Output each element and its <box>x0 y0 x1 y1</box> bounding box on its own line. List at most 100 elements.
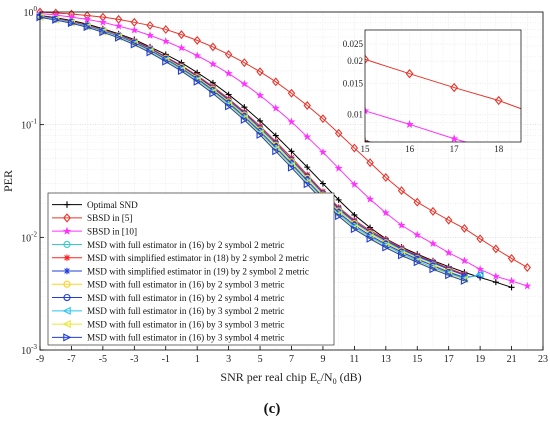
circle-marker <box>451 166 457 172</box>
series-line <box>39 12 528 287</box>
circle-marker <box>451 165 457 171</box>
x-tick-labels: -9 -7 -5 -3 -1 1 3 5 7 9 11 13 15 17 19 21 23 <box>36 346 548 365</box>
series-line <box>39 16 465 281</box>
inset-series-line <box>320 138 543 178</box>
series-2 <box>36 9 532 290</box>
diamond-marker <box>240 58 249 68</box>
asterisk-marker <box>257 124 264 131</box>
star-marker <box>491 272 500 280</box>
star-marker <box>130 25 139 34</box>
star-marker <box>208 59 217 68</box>
x-tick-label: 13 <box>381 354 391 365</box>
series-line <box>39 16 465 282</box>
star-marker <box>334 164 343 172</box>
asterisk-marker <box>496 169 502 175</box>
y-tick-label: 10-1 <box>21 118 37 132</box>
asterisk-marker <box>194 73 201 80</box>
diamond-marker <box>303 101 311 110</box>
star-marker <box>381 208 390 217</box>
diamond-marker <box>162 24 170 34</box>
legend-entry: MSD with simplified estimator in (19) by… <box>52 266 309 276</box>
legend: Optimal SND SBSD in [5] SBSD in [10] MSD wi… <box>47 192 335 346</box>
diamond-marker <box>350 143 359 153</box>
asterisk-marker <box>162 54 169 61</box>
legend-entry: Optimal SND <box>52 200 138 210</box>
inset-y-tick-label: 0.01 <box>347 110 363 120</box>
plus-marker <box>492 279 499 286</box>
circle-marker <box>407 156 413 162</box>
diamond-marker <box>523 263 531 272</box>
star-marker <box>449 134 459 142</box>
y-axis-label: PER <box>1 170 15 192</box>
legend-entry: MSD with full estimator in (16) by 2 sym… <box>52 293 285 303</box>
x-tick-label: 7 <box>289 354 294 365</box>
x-tick-label: 17 <box>444 354 454 365</box>
inset-series-8 <box>320 140 543 183</box>
x-tick-label: -1 <box>162 354 170 365</box>
asterisk-marker <box>461 272 468 279</box>
triangle-left-marker <box>62 306 71 315</box>
triangle-left-marker <box>406 160 412 166</box>
star-marker <box>413 230 422 239</box>
asterisk-marker <box>63 267 71 275</box>
triangle-right-marker <box>287 163 296 172</box>
x-tick-label: 5 <box>258 354 263 365</box>
star-marker <box>271 104 280 112</box>
legend-label: MSD with full estimator in (16) by 2 sym… <box>87 293 285 303</box>
plus-marker <box>351 211 358 218</box>
diamond-marker <box>397 186 406 196</box>
legend-entry: SBSD in [10] <box>52 226 137 236</box>
star-marker <box>146 31 155 39</box>
triangle-left-marker <box>130 40 138 48</box>
x-tick-label: 19 <box>475 354 485 365</box>
inset-series-6 <box>320 136 501 181</box>
circle-marker <box>407 155 413 161</box>
diamond-marker <box>193 35 201 45</box>
circle-marker <box>63 280 71 288</box>
triangle-left-marker <box>145 47 154 56</box>
triangle-right-marker <box>83 23 92 32</box>
zoom-inset: 15 16 17 18 0.025 0.02 0.015 0.01 <box>320 29 543 183</box>
y-tick-labels: 100 10-1 10-2 10-3 <box>21 5 44 357</box>
x-tick-label: 23 <box>538 354 548 365</box>
triangle-right-marker <box>429 265 438 274</box>
x-tick-label: -3 <box>130 354 138 365</box>
legend-entry: MSD with full estimator in (16) by 2 sym… <box>52 280 285 290</box>
star-marker <box>98 18 107 26</box>
triangle-right-marker <box>52 16 60 24</box>
diamond-marker <box>224 49 233 59</box>
star-marker <box>507 276 516 285</box>
triangle-left-marker <box>475 270 484 279</box>
plus-marker <box>272 132 279 139</box>
star-marker <box>62 226 72 235</box>
star-marker <box>224 69 233 77</box>
diamond-marker <box>209 42 217 52</box>
triangle-left-marker <box>451 169 457 175</box>
inset-series-1 <box>365 54 521 110</box>
star-marker <box>523 281 532 290</box>
asterisk-marker <box>382 237 389 244</box>
star-marker <box>83 15 92 23</box>
y-tick-label: 10-3 <box>21 343 37 357</box>
circle-marker <box>496 175 502 181</box>
legend-entry: MSD with full estimator in (16) by 3 sym… <box>52 333 285 343</box>
star-marker <box>161 37 170 45</box>
diamond-marker <box>450 82 459 93</box>
x-tick-label: 21 <box>507 354 517 365</box>
star-marker <box>365 106 370 115</box>
legend-label: MSD with full estimator in (16) by 2 sym… <box>87 280 285 290</box>
star-marker <box>177 43 186 52</box>
legend-label: MSD with simplified estimator in (18) by… <box>87 253 309 263</box>
x-axis-label: SNR per real chip Ec/N0 (dB) <box>220 370 361 386</box>
series-1 <box>36 7 531 272</box>
diamond-marker <box>287 88 296 98</box>
legend-entry: SBSD in [5] <box>52 213 132 223</box>
asterisk-marker <box>304 173 311 180</box>
diamond-marker <box>507 253 516 263</box>
diamond-marker <box>63 213 71 223</box>
triangle-left-marker <box>397 250 406 259</box>
inset-x-tick-label: 17 <box>450 144 460 154</box>
diamond-marker <box>405 69 414 79</box>
inset-y-tick-label: 0.02 <box>347 56 363 66</box>
